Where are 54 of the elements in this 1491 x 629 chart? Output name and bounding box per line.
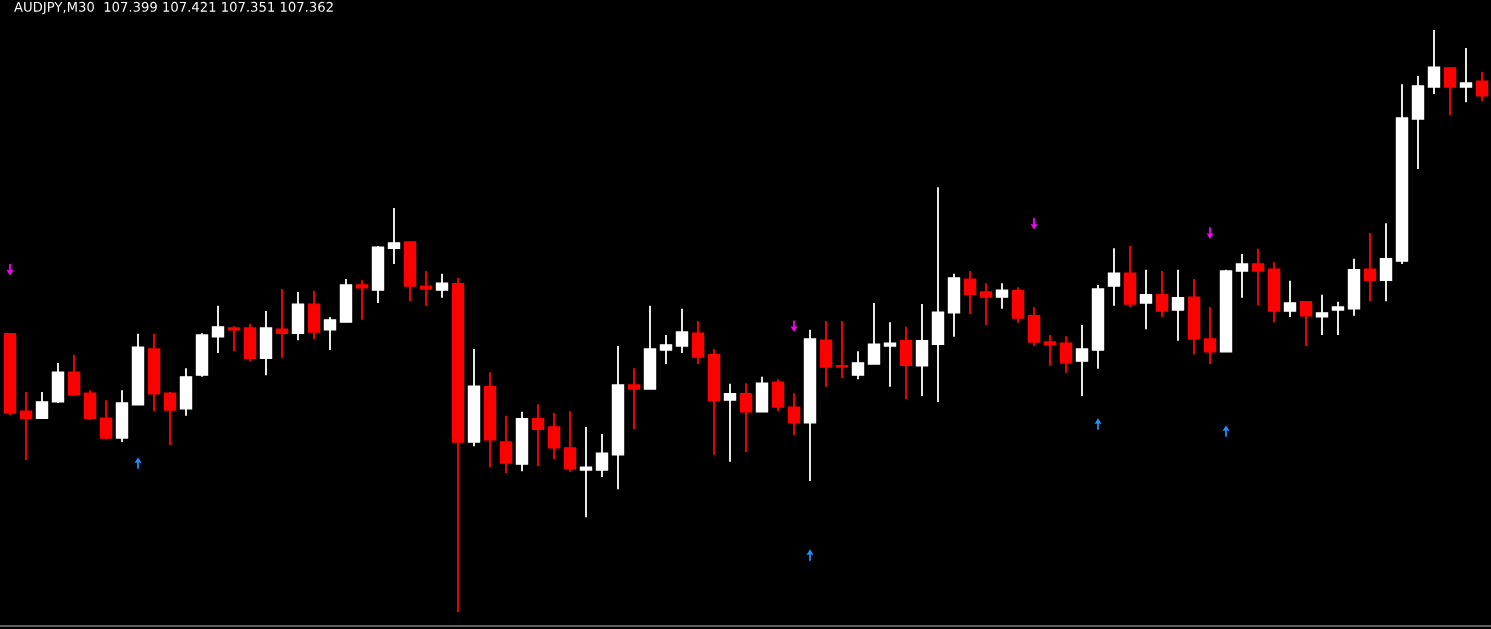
- candlestick: [1315, 293, 1329, 336]
- candlestick: [1283, 279, 1297, 318]
- candlestick: [659, 334, 673, 365]
- candlestick: [531, 403, 545, 467]
- candlestick: [499, 414, 513, 474]
- candlestick: [1363, 232, 1377, 303]
- candlestick: [435, 272, 449, 299]
- chart-title: AUDJPY,M30 107.399 107.421 107.351 107.362: [14, 1, 333, 15]
- candlestick: [675, 307, 689, 354]
- candlestick: [563, 410, 577, 473]
- candlestick: [1427, 29, 1441, 95]
- candlestick: [1475, 70, 1489, 102]
- candlestick: [867, 302, 881, 365]
- candlestick: [355, 279, 369, 321]
- candlestick: [595, 433, 609, 478]
- candlestick: [387, 207, 401, 265]
- candlestick: [35, 391, 49, 420]
- candlestick: [723, 382, 737, 463]
- candlestick: [1043, 334, 1057, 367]
- candlestick: [1107, 247, 1121, 307]
- candlestick: [99, 399, 113, 441]
- candlestick: [547, 412, 561, 460]
- candlestick: [835, 320, 849, 379]
- candlestick: [19, 391, 33, 462]
- candlestick: [883, 321, 897, 388]
- candlestick: [227, 325, 241, 353]
- candlestick: [995, 282, 1009, 310]
- candlestick: [1235, 253, 1249, 299]
- candlestick: [851, 350, 865, 381]
- candlestick: [211, 304, 225, 354]
- candlestick: [163, 391, 177, 446]
- candlestick: [323, 316, 337, 352]
- candlestick: [275, 288, 289, 360]
- candlestick: [1203, 306, 1217, 365]
- candlestick: [627, 367, 641, 431]
- candlestick: [691, 320, 705, 365]
- candlestick: [739, 382, 753, 453]
- candlestick: [787, 392, 801, 436]
- candlestick: [963, 270, 977, 315]
- candlestick: [1251, 247, 1265, 307]
- candlestick: [1443, 66, 1457, 116]
- candlestick: [1379, 222, 1393, 303]
- candlestick: [1171, 268, 1185, 342]
- candlestick: [67, 353, 81, 397]
- candlestick: [1075, 324, 1089, 397]
- candlestick: [419, 270, 433, 307]
- candlestick: [1155, 270, 1169, 318]
- candlestick: [1331, 300, 1345, 336]
- candlestick: [1059, 335, 1073, 374]
- candlestick: [979, 282, 993, 326]
- candlestick: [1299, 300, 1313, 347]
- candlestick: [1459, 47, 1473, 104]
- candlestick: [1139, 268, 1153, 331]
- candlestick: [579, 426, 593, 519]
